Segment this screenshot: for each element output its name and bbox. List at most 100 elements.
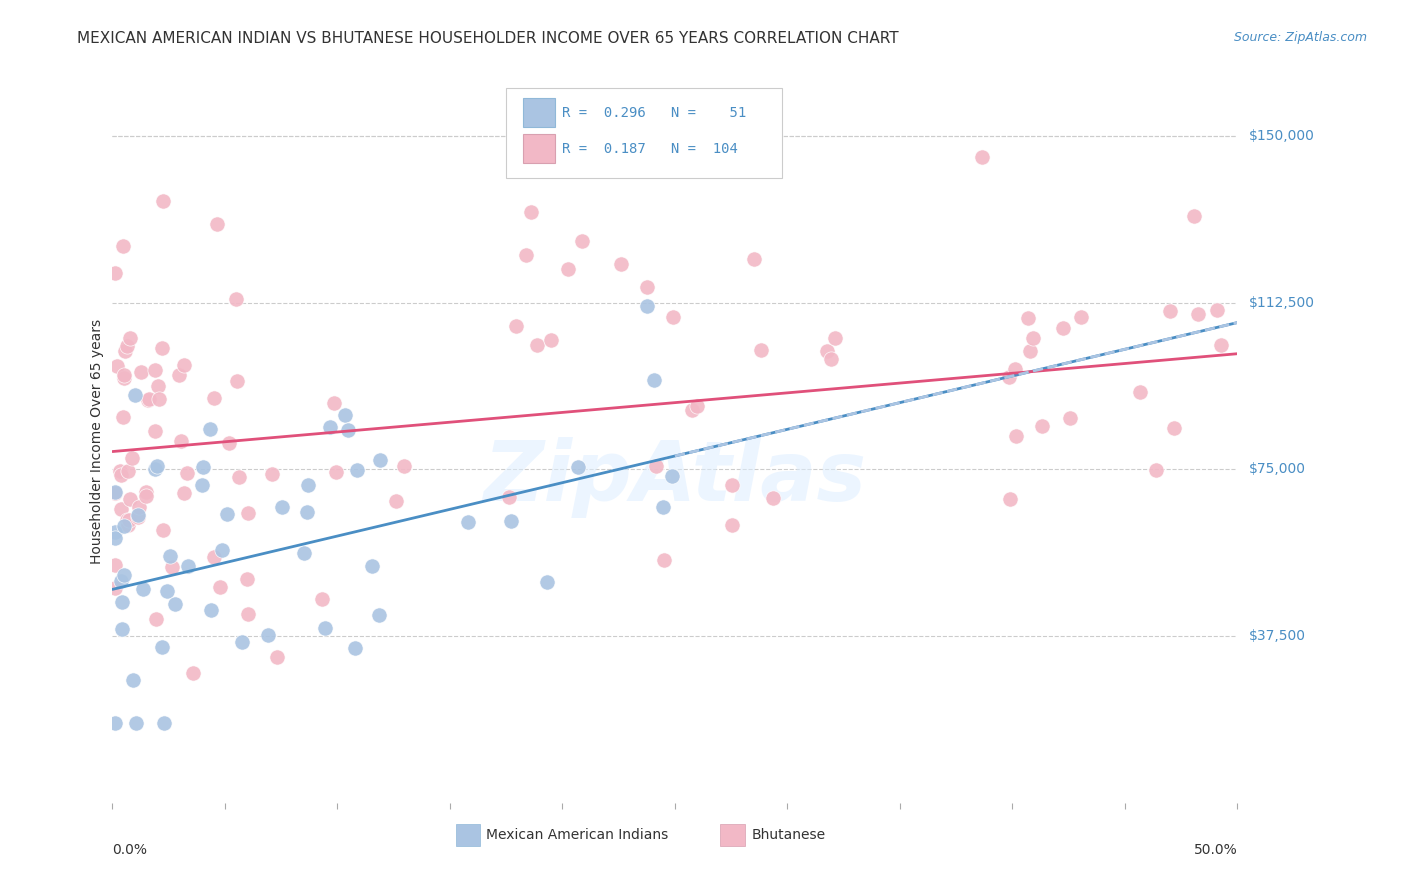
Point	[218, 436, 240, 450]
Point	[1005, 429, 1028, 443]
Point	[236, 572, 259, 586]
Point	[368, 452, 391, 467]
Point	[1129, 384, 1152, 399]
Point	[111, 622, 134, 636]
Point	[159, 549, 181, 564]
Point	[336, 424, 359, 438]
Point	[721, 517, 744, 532]
Text: $150,000: $150,000	[1249, 128, 1315, 143]
Point	[211, 542, 233, 557]
Point	[1070, 310, 1092, 324]
Text: $75,000: $75,000	[1249, 462, 1305, 476]
Point	[104, 485, 127, 500]
Point	[121, 450, 143, 465]
Point	[110, 574, 132, 588]
Point	[1000, 491, 1022, 506]
Point	[1052, 321, 1074, 335]
Text: ZipAtlas: ZipAtlas	[484, 437, 866, 518]
Point	[292, 546, 315, 560]
Point	[645, 459, 668, 474]
Point	[143, 363, 166, 377]
Text: 50.0%: 50.0%	[1194, 843, 1237, 856]
Point	[110, 502, 132, 516]
Point	[118, 331, 141, 345]
Point	[138, 392, 160, 407]
Point	[228, 470, 250, 484]
Point	[972, 151, 994, 165]
Point	[536, 574, 558, 589]
Point	[384, 493, 406, 508]
Point	[117, 513, 139, 527]
Point	[111, 239, 134, 253]
Point	[176, 466, 198, 480]
Point	[515, 248, 537, 262]
Point	[207, 217, 229, 231]
Point	[152, 194, 174, 208]
Point	[1018, 344, 1040, 359]
Point	[636, 279, 658, 293]
Point	[540, 334, 562, 348]
Point	[111, 595, 134, 609]
Point	[610, 257, 633, 271]
Point	[557, 261, 579, 276]
Bar	[456, 824, 481, 847]
Point	[112, 368, 135, 382]
Point	[110, 467, 132, 482]
Text: $112,500: $112,500	[1249, 295, 1315, 310]
Point	[297, 506, 319, 520]
Point	[1031, 419, 1053, 434]
Point	[202, 391, 225, 405]
Point	[215, 507, 238, 521]
Point	[173, 359, 195, 373]
Point	[129, 365, 152, 379]
Point	[145, 424, 167, 438]
Point	[505, 318, 527, 333]
Point	[681, 403, 703, 417]
Point	[751, 343, 773, 357]
Point	[311, 591, 333, 606]
Point	[325, 465, 347, 479]
Point	[112, 370, 135, 384]
Point	[152, 523, 174, 537]
Point	[138, 393, 160, 408]
Bar	[523, 98, 554, 128]
Point	[146, 379, 169, 393]
Point	[122, 673, 145, 688]
Point	[643, 374, 665, 388]
Point	[200, 603, 222, 617]
Point	[153, 715, 176, 730]
Point	[343, 641, 366, 656]
Point	[820, 352, 842, 367]
Point	[190, 477, 212, 491]
Point	[128, 500, 150, 515]
Point	[127, 508, 149, 523]
Point	[114, 343, 136, 358]
Point	[104, 486, 127, 500]
Point	[457, 515, 479, 529]
Point	[117, 464, 139, 478]
Point	[124, 715, 146, 730]
Text: R =  0.187   N =  104: R = 0.187 N = 104	[562, 142, 738, 156]
Point	[135, 489, 157, 503]
Point	[112, 568, 135, 582]
Point	[193, 460, 215, 475]
Point	[135, 485, 157, 500]
Point	[499, 514, 522, 528]
Point	[1163, 421, 1185, 435]
Text: $37,500: $37,500	[1249, 629, 1305, 643]
Point	[824, 331, 846, 345]
Point	[257, 628, 280, 642]
Point	[262, 467, 284, 481]
Point	[498, 490, 520, 504]
Point	[236, 506, 259, 520]
Point	[742, 252, 765, 266]
Point	[108, 464, 131, 478]
Point	[762, 491, 785, 506]
Point	[209, 580, 232, 594]
Point	[1182, 209, 1205, 223]
Point	[815, 344, 838, 359]
Point	[156, 584, 179, 599]
Point	[567, 459, 589, 474]
Point	[361, 558, 384, 573]
Point	[1159, 303, 1181, 318]
